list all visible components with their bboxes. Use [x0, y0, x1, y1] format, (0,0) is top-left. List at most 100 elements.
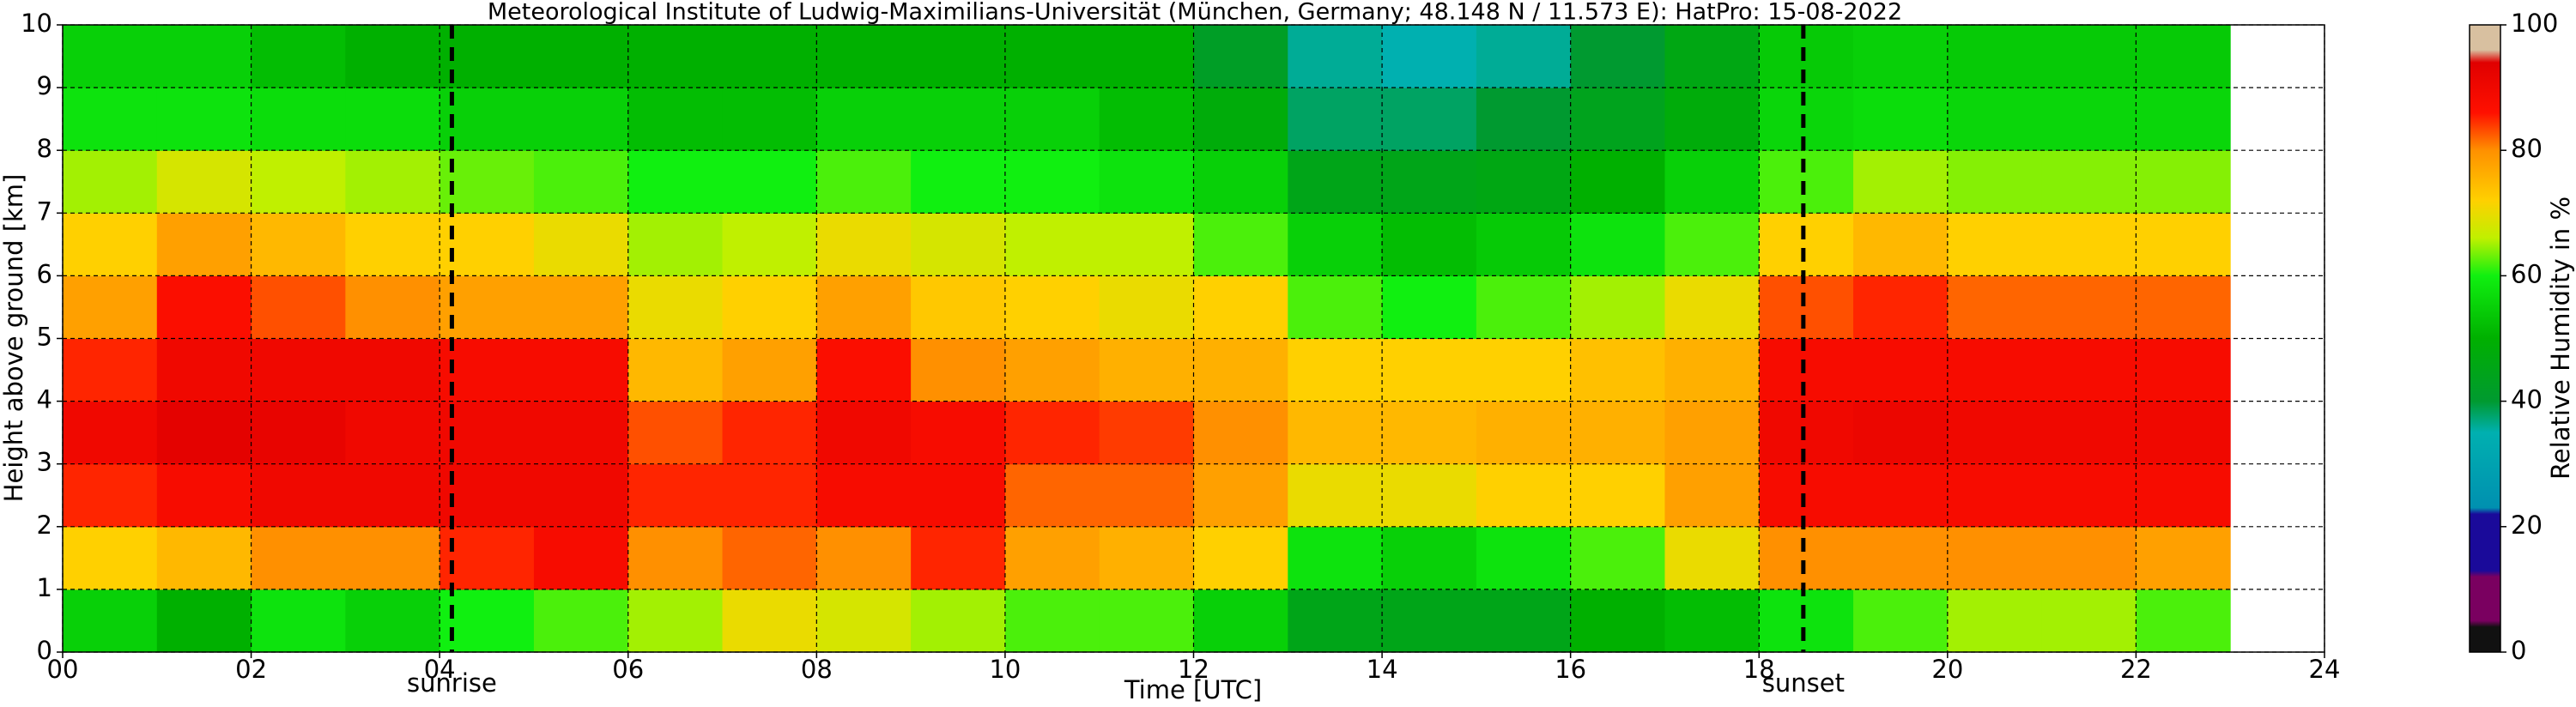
heatmap-cell: [1947, 463, 2043, 528]
heatmap-cell: [533, 150, 629, 214]
heatmap-cell: [1382, 150, 1477, 214]
heatmap-cell: [533, 526, 629, 590]
heatmap-cell: [63, 589, 158, 653]
heatmap-cell: [439, 275, 535, 339]
y-tick-label: 3: [37, 448, 52, 477]
heatmap-cell: [722, 338, 817, 402]
heatmap-cell: [63, 275, 158, 339]
heatmap-cell: [439, 526, 535, 590]
heatmap-cell: [1570, 338, 1665, 402]
heatmap-cell: [63, 150, 158, 214]
heatmap-cell: [1759, 526, 1854, 590]
heatmap-cell: [816, 589, 912, 653]
heatmap-cell: [439, 401, 535, 465]
heatmap-cell: [1004, 25, 1100, 88]
heatmap-cell: [722, 25, 817, 88]
heatmap-cell: [1570, 213, 1665, 276]
heatmap-cell: [1099, 526, 1194, 590]
heatmap-cell: [722, 401, 817, 465]
heatmap-cell: [1382, 463, 1477, 528]
heatmap-cell: [1570, 150, 1665, 214]
heatmap-cell: [1570, 463, 1665, 528]
heatmap-cell: [251, 463, 346, 528]
heatmap-cell: [1382, 589, 1477, 653]
heatmap-cell: [345, 150, 440, 214]
x-axis-label: Time [UTC]: [1124, 675, 1262, 704]
heatmap-cell: [2041, 275, 2137, 339]
heatmap-cell: [1759, 401, 1854, 465]
heatmap-cell: [156, 401, 252, 465]
x-tick-label: 04: [424, 655, 456, 684]
heatmap-cell: [1288, 401, 1383, 465]
heatmap-cell: [816, 526, 912, 590]
heatmap-cell: [156, 275, 252, 339]
heatmap-cell: [1759, 213, 1854, 276]
y-tick-label: 7: [37, 196, 52, 226]
x-tick-label: 22: [2120, 655, 2152, 684]
heatmap-cell: [251, 401, 346, 465]
heatmap-cell: [1853, 213, 1949, 276]
heatmap-cell: [1193, 88, 1288, 151]
x-tick-label: 00: [47, 655, 79, 684]
heatmap-cell: [911, 526, 1006, 590]
heatmap-cell: [1099, 463, 1194, 528]
heatmap-cell: [1853, 25, 1949, 88]
y-tick-label: 9: [37, 71, 52, 100]
heatmap-cell: [1193, 25, 1288, 88]
heatmap-cell: [1476, 213, 1572, 276]
heatmap-cell: [627, 150, 724, 214]
annotation-label: sunset: [1762, 668, 1845, 698]
heatmap-cell: [1004, 526, 1100, 590]
heatmap-cell: [1853, 338, 1949, 402]
heatmap-cell: [627, 25, 724, 88]
heatmap-cell: [722, 463, 817, 528]
heatmap-cell: [1004, 88, 1100, 151]
heatmap-cell: [1664, 150, 1760, 214]
heatmap-cell: [1288, 213, 1383, 276]
colorbar-tick-label: 0: [2511, 636, 2526, 665]
heatmap-cell: [1853, 589, 1949, 653]
heatmap-cell: [627, 463, 724, 528]
heatmap-cell: [1759, 275, 1854, 339]
heatmap-cell: [63, 213, 158, 276]
colorbar-label: Relative Humidity in %: [2546, 196, 2575, 480]
heatmap-cell: [1664, 213, 1760, 276]
heatmap-cell: [1853, 275, 1949, 339]
heatmap-cell: [911, 463, 1006, 528]
heatmap-cell: [1476, 25, 1572, 88]
heatmap-cell: [1288, 338, 1383, 402]
heatmap-cell: [2041, 25, 2137, 88]
heatmap-cell: [63, 338, 158, 402]
heatmap-cell: [1004, 275, 1100, 339]
heatmap-cell: [251, 150, 346, 214]
heatmap-cell: [63, 88, 158, 151]
heatmap-cell: [1004, 338, 1100, 402]
heatmap-cell: [1570, 88, 1665, 151]
x-tick-label: 06: [612, 655, 644, 684]
heatmap-cell: [911, 25, 1006, 88]
heatmap-cell: [816, 150, 912, 214]
heatmap-cell: [1570, 401, 1665, 465]
heatmap-cell: [2136, 150, 2231, 214]
heatmap-cell: [1476, 463, 1572, 528]
heatmap-cell: [1099, 88, 1194, 151]
heatmap-cell: [345, 463, 440, 528]
heatmap-cell: [816, 338, 912, 402]
heatmap-cell: [816, 88, 912, 151]
colorbar-tick-label: 60: [2511, 259, 2543, 288]
heatmap-cell: [1853, 526, 1949, 590]
x-tick-label: 18: [1743, 655, 1775, 684]
heatmap-cell: [1947, 88, 2043, 151]
colorbar-tick-label: 20: [2511, 511, 2543, 540]
heatmap-cell: [2136, 589, 2231, 653]
heatmap-cell: [345, 526, 440, 590]
heatmap-cell: [63, 401, 158, 465]
heatmap-cell: [816, 463, 912, 528]
y-tick-label: 10: [21, 9, 52, 38]
heatmap-cell: [1759, 25, 1854, 88]
heatmap-cell: [1099, 150, 1194, 214]
heatmap-cell: [1853, 150, 1949, 214]
heatmap-cell: [1288, 150, 1383, 214]
heatmap-cell: [2136, 401, 2231, 465]
heatmap-cell: [1288, 25, 1383, 88]
